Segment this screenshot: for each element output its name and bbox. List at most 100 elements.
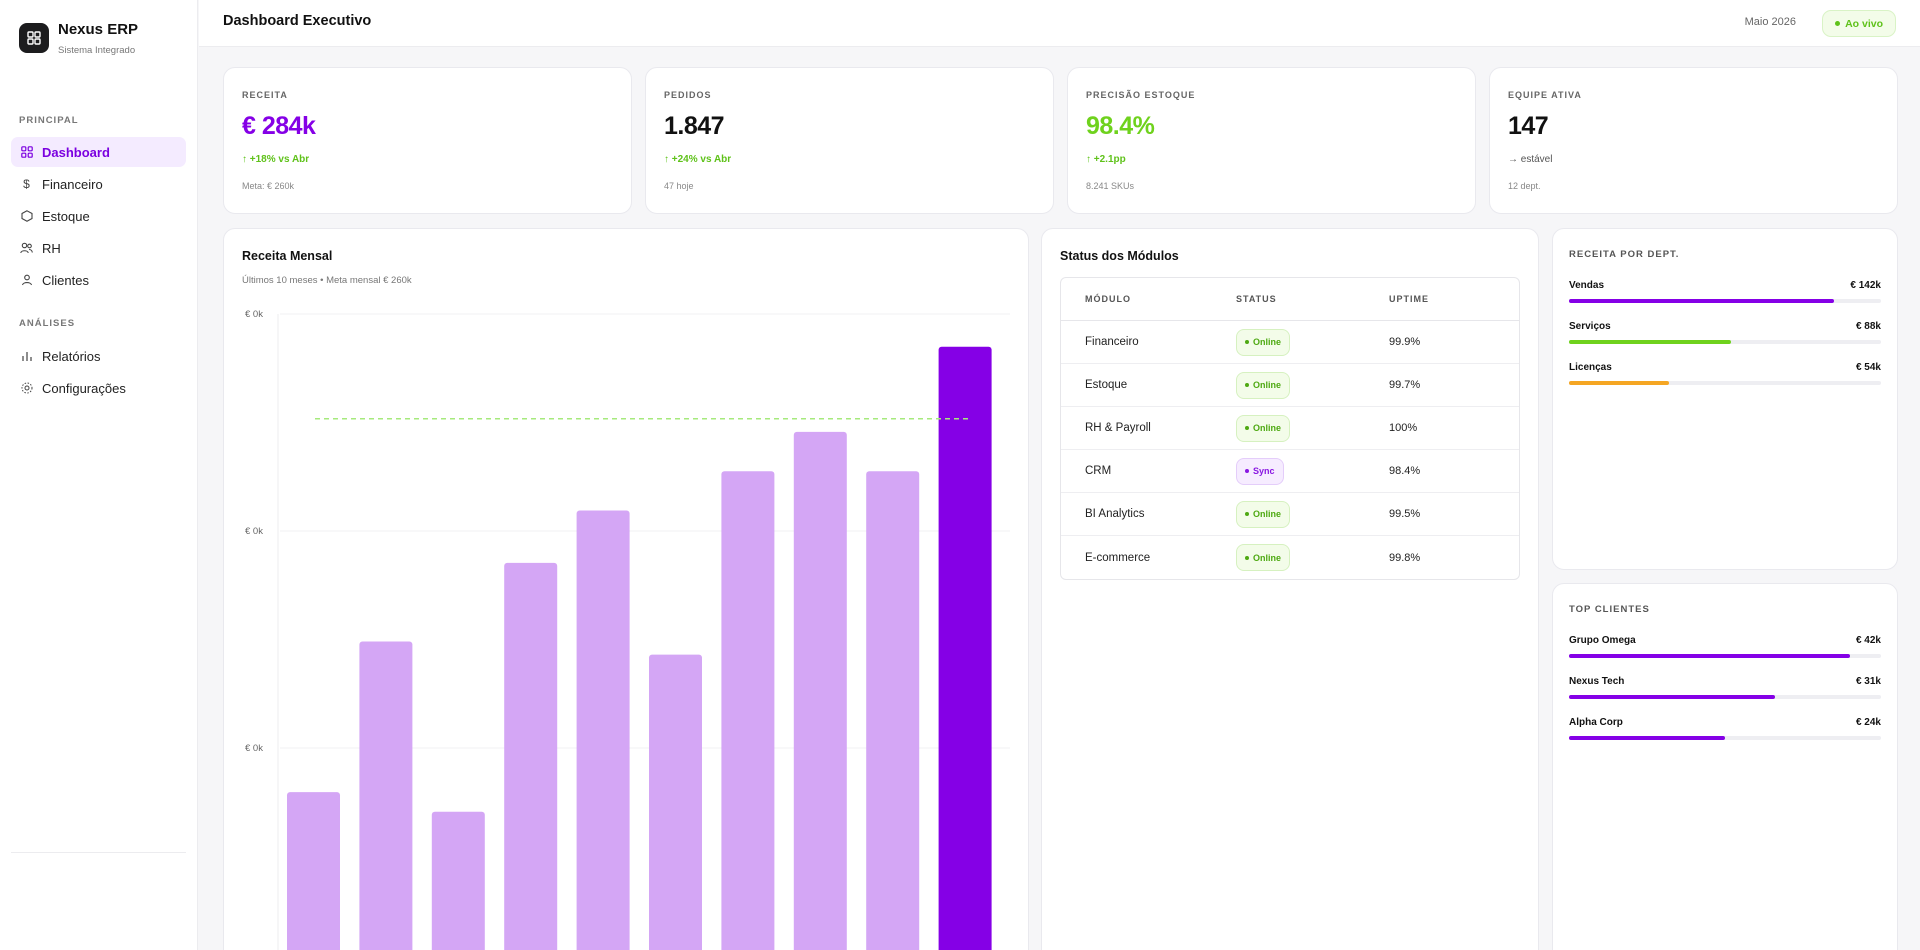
client-bar-item[interactable]: Alpha Corp € 24k [1569, 717, 1881, 740]
status-text: Online [1253, 337, 1282, 347]
sidebar-item-clientes[interactable]: Clientes [11, 265, 186, 295]
grid-logo-icon [19, 23, 49, 53]
kpi-value: 147 [1508, 112, 1549, 140]
kpi-value: 1.847 [664, 112, 725, 140]
chart-bar[interactable] [504, 562, 558, 950]
kpi-delta: → estável [1508, 154, 1553, 165]
col-header-module: MÓDULO [1085, 294, 1131, 304]
module-name: CRM [1085, 465, 1112, 477]
dept-name: Licenças [1569, 362, 1612, 373]
kpi-label: RECEITA [242, 90, 288, 100]
user-icon [20, 274, 33, 287]
gear-icon [20, 382, 33, 395]
dept-bar-item[interactable]: Vendas € 142k [1569, 280, 1881, 303]
client-bar-item[interactable]: Nexus Tech € 31k [1569, 676, 1881, 699]
status-badge: Sync [1236, 457, 1284, 485]
progress-fill [1569, 736, 1725, 740]
kpi-card-receita[interactable]: RECEITA € 284k ↑ +18% vs Abr Meta: € 260… [223, 67, 632, 214]
module-name: BI Analytics [1085, 508, 1145, 520]
sidebar-item-label: Dashboard [42, 144, 110, 160]
brand[interactable]: Nexus ERP Sistema Integrado [19, 20, 138, 56]
brand-subtitle: Sistema Integrado [58, 45, 136, 56]
sidebar-item-label: Estoque [42, 208, 90, 224]
module-uptime: 99.9% [1389, 336, 1421, 348]
status-badge: Online [1236, 371, 1291, 399]
kpi-delta: ↑ +18% vs Abr [242, 154, 310, 165]
kpi-card-precisao-estoque[interactable]: PRECISÃO ESTOQUE 98.4% ↑ +2.1pp 8.241 SK… [1067, 67, 1476, 214]
table-row[interactable]: Estoque Online 99.7% [1061, 364, 1519, 407]
kpi-note: Meta: € 260k [242, 181, 295, 191]
bar-chart-icon [20, 350, 33, 363]
grid-icon [20, 146, 33, 159]
dept-value: € 54k [1855, 362, 1881, 373]
sidebar-item-relatorios[interactable]: Relatórios [11, 341, 186, 371]
dept-bar-item[interactable]: Serviços € 88k [1569, 321, 1881, 344]
table-row[interactable]: Financeiro Online 99.9% [1061, 321, 1519, 364]
kpi-label: PRECISÃO ESTOQUE [1086, 90, 1196, 100]
y-tick-label: € 0k [245, 743, 263, 754]
sidebar-item-rh[interactable]: RH [11, 233, 186, 263]
module-name: Estoque [1085, 379, 1128, 391]
module-status-title: Status dos Módulos [1060, 249, 1179, 263]
sidebar-divider [11, 852, 186, 853]
kpi-card-pedidos[interactable]: PEDIDOS 1.847 ↑ +24% vs Abr 47 hoje [645, 67, 1054, 214]
sidebar-item-label: RH [42, 240, 61, 256]
status-dot-icon [1245, 469, 1249, 473]
top-clients-card: TOP CLIENTES Grupo Omega € 42k Nexus Tech… [1552, 583, 1898, 950]
client-value: € 31k [1855, 676, 1881, 687]
status-dot-icon [1245, 555, 1249, 560]
chart-bar[interactable] [431, 811, 485, 950]
kpi-label: PEDIDOS [664, 90, 712, 100]
chart-bar[interactable] [721, 471, 775, 950]
dept-bar-item[interactable]: Licenças € 54k [1569, 362, 1881, 385]
revenue-chart: € 0k € 0k € 0k [245, 309, 1010, 950]
sidebar: Nexus ERP Sistema Integrado PRINCIPAL Da… [0, 0, 198, 950]
progress-fill [1569, 381, 1669, 385]
client-bar-item[interactable]: Grupo Omega € 42k [1569, 635, 1881, 658]
status-dot-icon [1245, 340, 1249, 344]
client-name: Grupo Omega [1569, 635, 1636, 646]
sidebar-item-label: Configurações [42, 380, 126, 396]
period-label: Maio 2026 [1744, 16, 1796, 28]
client-name: Nexus Tech [1569, 676, 1625, 687]
kpi-card-equipe-ativa[interactable]: EQUIPE ATIVA 147 → estável 12 dept. [1489, 67, 1898, 214]
progress-track [1569, 340, 1881, 344]
dept-value: € 88k [1855, 321, 1881, 332]
chart-bar[interactable] [359, 641, 413, 950]
sidebar-item-label: Relatórios [42, 348, 101, 364]
sidebar-item-label: Financeiro [42, 176, 103, 192]
sidebar-item-estoque[interactable]: Estoque [11, 201, 186, 231]
table-header: MÓDULO STATUS UPTIME [1061, 278, 1519, 321]
chart-bar[interactable] [649, 654, 702, 950]
top-clients-title: TOP CLIENTES [1569, 604, 1650, 615]
chart-bar[interactable] [576, 510, 630, 950]
col-header-uptime: UPTIME [1389, 294, 1430, 304]
module-name: E-commerce [1085, 551, 1151, 564]
chart-bar[interactable] [287, 792, 340, 950]
chart-bar[interactable] [793, 431, 847, 950]
kpi-note: 8.241 SKUs [1086, 181, 1135, 191]
client-name: Alpha Corp [1569, 717, 1623, 728]
client-value: € 24k [1855, 717, 1881, 728]
kpi-label: EQUIPE ATIVA [1508, 90, 1582, 100]
sidebar-item-financeiro[interactable]: $ Financeiro [11, 169, 186, 199]
status-badge: Online [1236, 500, 1291, 528]
kpi-delta: ↑ +24% vs Abr [664, 154, 732, 165]
live-status-badge[interactable]: Ao vivo [1822, 10, 1896, 37]
table-row[interactable]: CRM Sync 98.4% [1061, 450, 1519, 493]
progress-fill [1569, 695, 1775, 699]
table-row[interactable]: BI Analytics Online 99.5% [1061, 493, 1519, 536]
table-row[interactable]: RH & Payroll Online 100% [1061, 407, 1519, 450]
chart-bar[interactable] [938, 346, 992, 950]
progress-fill [1569, 340, 1732, 344]
revenue-chart-card: Receita Mensal Últimos 10 meses • Meta m… [223, 228, 1029, 950]
status-text: Online [1253, 423, 1282, 433]
dept-revenue-title: RECEITA POR DEPT. [1569, 249, 1680, 260]
table-row[interactable]: E-commerce Online 99.8% [1061, 536, 1519, 579]
sidebar-item-configuracoes[interactable]: Configurações [11, 373, 186, 403]
page-title: Dashboard Executivo [223, 13, 372, 29]
chart-bar[interactable] [866, 471, 920, 950]
progress-fill [1569, 654, 1850, 658]
status-badge: Online [1236, 328, 1291, 356]
sidebar-item-dashboard[interactable]: Dashboard [11, 137, 186, 167]
